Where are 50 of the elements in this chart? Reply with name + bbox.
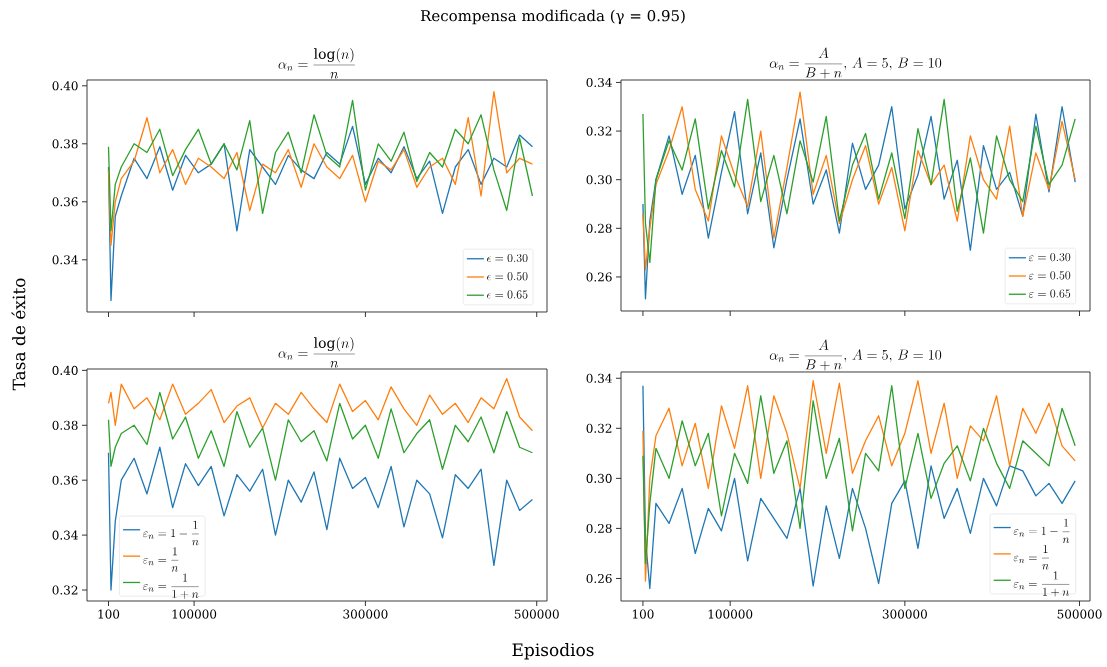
chart-title: $\alpha_n = \frac{\log(n)}{n}$	[278, 48, 355, 79]
y-tick-label: 0.28	[586, 223, 612, 233]
line-series	[107, 125, 534, 302]
legend-label: $\epsilon = 0.65$	[487, 290, 528, 299]
x-tick-label: 300000	[882, 609, 927, 619]
y-tick-label: 0.32	[586, 126, 612, 136]
legend-label: $\varepsilon = 0.30$	[1028, 252, 1071, 262]
legend-label: $\varepsilon = 0.50$	[1028, 271, 1071, 280]
legend-label: $\varepsilon_n = \frac{1}{1 + n}$	[143, 573, 199, 599]
y-tick-label: 0.36	[52, 475, 78, 485]
x-tick-label: 300000	[343, 609, 388, 619]
legend-label: $\varepsilon_n = 1 - \frac{1}{n}$	[143, 520, 199, 546]
y-tick-label: 0.28	[586, 523, 612, 533]
x-tick-label: 100	[632, 609, 654, 619]
line-series	[107, 391, 534, 481]
legend-label: $\varepsilon = 0.65$	[1028, 289, 1071, 298]
y-tick-label: 0.32	[586, 423, 612, 433]
x-tick-label: 100000	[172, 609, 217, 619]
y-tick-label: 0.38	[52, 420, 78, 430]
y-tick-label: 0.26	[586, 573, 612, 584]
chart-title: $\alpha_n = \frac{\log(n)}{n}$	[278, 337, 355, 368]
chart-title: $\alpha_n = \frac{A}{B + n},\, A = 5,\, B = 10$	[769, 47, 942, 79]
x-tick-label: 100	[98, 609, 120, 619]
text: Recompensa modificada (γ = 0.95)	[420, 9, 685, 25]
y-axis-title: Tasa de éxito	[11, 278, 26, 391]
x-tick-label: 100000	[708, 609, 753, 619]
legend-label: $\varepsilon_n = 1 - \frac{1}{n}$	[1013, 518, 1070, 544]
y-tick-label: 0.30	[586, 473, 612, 483]
y-tick-label: 0.34	[586, 77, 612, 87]
x-tick-label: 500000	[1057, 609, 1102, 619]
chart-title: $\alpha_n = \frac{A}{B + n},\, A = 5,\, B = 10$	[769, 339, 942, 371]
line-series	[642, 106, 1076, 300]
legend-label: $\epsilon = 0.30$	[487, 253, 528, 263]
line-series	[107, 377, 534, 432]
y-tick-label: 0.40	[52, 365, 78, 375]
legend-label: $\epsilon = 0.50$	[487, 272, 528, 281]
legend-label: $\varepsilon_n = \frac{1}{1 + n}$	[1013, 571, 1070, 597]
y-tick-label: 0.32	[52, 585, 78, 595]
y-tick-label: 0.30	[586, 175, 612, 185]
y-tick-label: 0.34	[52, 530, 78, 540]
y-tick-label: 0.38	[52, 139, 78, 149]
y-tick-label: 0.40	[52, 81, 78, 91]
y-tick-label: 0.36	[52, 197, 78, 207]
x-axis-title: Episodios	[512, 643, 594, 660]
y-tick-label: 0.26	[586, 272, 612, 282]
y-tick-label: 0.34	[586, 373, 612, 383]
legend-label: $\varepsilon_n = \frac{1}{n}$	[1013, 544, 1049, 570]
y-tick-label: 0.34	[52, 255, 78, 265]
x-tick-label: 500000	[514, 609, 559, 619]
legend-label: $\varepsilon_n = \frac{1}{n}$	[143, 547, 179, 572]
